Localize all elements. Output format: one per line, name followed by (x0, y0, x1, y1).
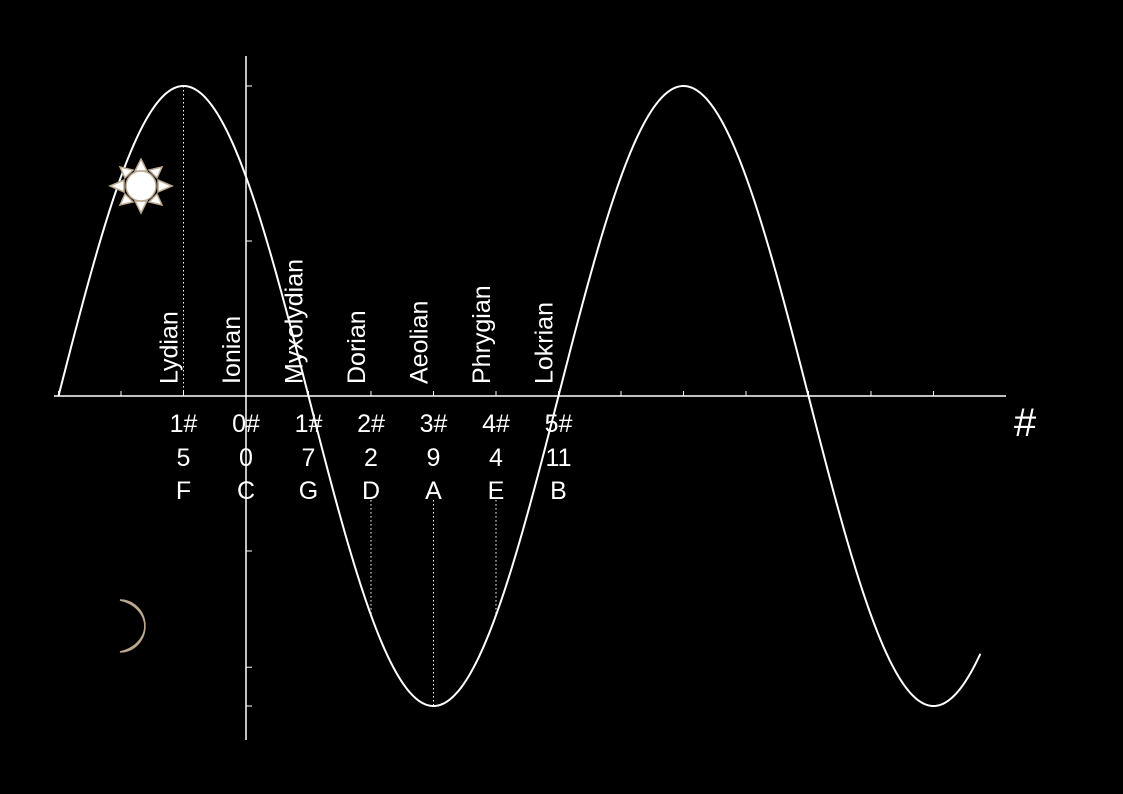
sun-icon (108, 157, 174, 215)
x-axis-label: # (1014, 401, 1037, 445)
mode-label-aeolian: Aeolian (406, 301, 434, 384)
note-label-myxolydian: G (299, 477, 318, 505)
semitones-label-lokrian: 11 (546, 444, 572, 472)
mode-labels: Lydian Ionian Myxolydian Dorian Aeolian Phryg… (156, 259, 559, 384)
sharps-label-lokrian: 5# (545, 410, 573, 438)
sharps-label-aeolian: 3# (420, 410, 448, 438)
note-label-phrygian: E (488, 477, 505, 505)
sharps-label-dorian: 2# (357, 410, 385, 438)
mode-value-rows: 1# 5 F 0# 0 C 1# 7 G 2# 2 D 3# 9 A 4# 4 E 5# 11 B (170, 410, 573, 505)
note-label-dorian: D (362, 477, 380, 505)
sharps-label-ionian: 0# (232, 410, 260, 438)
mode-label-myxolydian: Myxolydian (281, 259, 309, 384)
semitones-label-phrygian: 4 (489, 444, 503, 472)
semitones-label-dorian: 2 (364, 444, 378, 472)
mode-label-lydian: Lydian (156, 311, 184, 384)
axes (54, 56, 1006, 740)
note-label-lokrian: B (550, 477, 567, 505)
note-label-aeolian: A (425, 477, 442, 505)
note-label-lydian: F (176, 477, 191, 505)
mode-label-dorian: Dorian (343, 310, 371, 384)
sharps-label-phrygian: 4# (482, 410, 510, 438)
mode-label-lokrian: Lokrian (531, 302, 559, 384)
semitones-label-lydian: 5 (177, 444, 191, 472)
semitones-label-myxolydian: 7 (302, 444, 316, 472)
mode-label-ionian: Ionian (218, 316, 246, 384)
semitones-label-aeolian: 9 (427, 444, 441, 472)
sharps-label-lydian: 1# (170, 410, 198, 438)
sharps-label-myxolydian: 1# (295, 410, 323, 438)
sine-curve (57, 84, 982, 708)
semitones-label-ionian: 0 (239, 444, 253, 472)
note-label-ionian: C (237, 477, 255, 505)
crescent-moon-icon (119, 599, 146, 653)
drop-lines (183, 86, 497, 706)
mode-label-phrygian: Phrygian (468, 285, 496, 384)
